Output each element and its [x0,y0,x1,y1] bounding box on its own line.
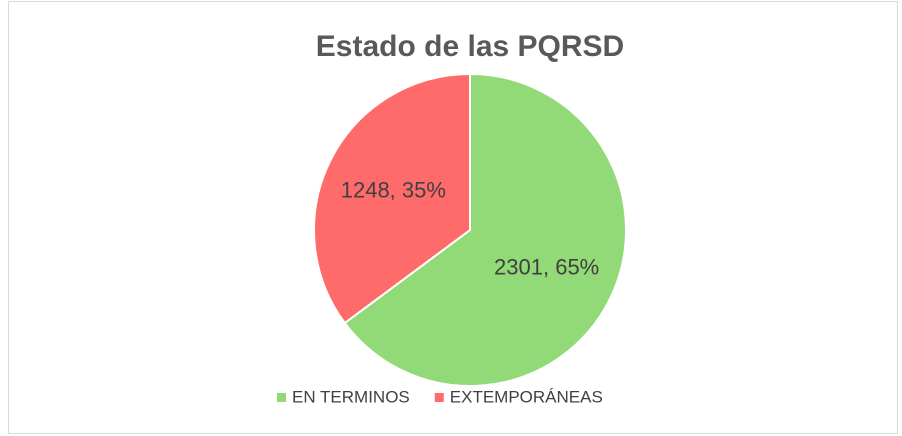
pie-slice [313,72,471,325]
legend-swatch [434,393,444,402]
data-label: 1248, 35% [341,177,446,202]
chart-title: Estado de las PQRSD [316,30,624,63]
legend-label: EXTEMPORÁNEAS [450,387,603,406]
legend-label: EN TERMINOS [292,387,410,406]
legend-swatch [277,393,286,402]
pie-slice [343,72,627,387]
data-label: 2301, 65% [494,254,599,279]
